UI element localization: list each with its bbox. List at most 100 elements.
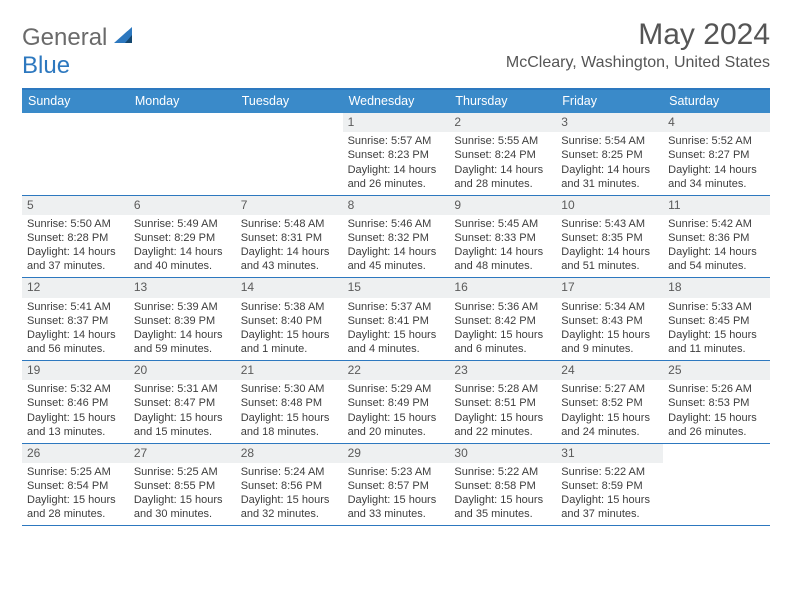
day-body: Sunrise: 5:52 AMSunset: 8:27 PMDaylight:… [663, 132, 770, 194]
daylight-line: Daylight: 14 hours and 45 minutes. [348, 245, 445, 273]
day-body: Sunrise: 5:31 AMSunset: 8:47 PMDaylight:… [129, 380, 236, 442]
sunset-line: Sunset: 8:35 PM [561, 231, 658, 245]
daylight-line: Daylight: 14 hours and 34 minutes. [668, 163, 765, 191]
sunset-line: Sunset: 8:29 PM [134, 231, 231, 245]
day-cell: 31Sunrise: 5:22 AMSunset: 8:59 PMDayligh… [556, 444, 663, 526]
day-number: 25 [663, 361, 770, 380]
sunset-line: Sunset: 8:40 PM [241, 314, 338, 328]
day-number: 9 [449, 196, 556, 215]
sunrise-line: Sunrise: 5:42 AM [668, 217, 765, 231]
sunrise-line: Sunrise: 5:48 AM [241, 217, 338, 231]
sunset-line: Sunset: 8:47 PM [134, 396, 231, 410]
day-number: 4 [663, 113, 770, 132]
day-body: Sunrise: 5:50 AMSunset: 8:28 PMDaylight:… [22, 215, 129, 277]
sunset-line: Sunset: 8:33 PM [454, 231, 551, 245]
day-number: 27 [129, 444, 236, 463]
logo-word-1: General [22, 24, 107, 51]
daylight-line: Daylight: 14 hours and 31 minutes. [561, 163, 658, 191]
day-body: Sunrise: 5:24 AMSunset: 8:56 PMDaylight:… [236, 463, 343, 525]
day-number: 31 [556, 444, 663, 463]
month-title: May 2024 [506, 18, 770, 52]
day-cell: 27Sunrise: 5:25 AMSunset: 8:55 PMDayligh… [129, 444, 236, 526]
daylight-line: Daylight: 15 hours and 33 minutes. [348, 493, 445, 521]
day-body: Sunrise: 5:42 AMSunset: 8:36 PMDaylight:… [663, 215, 770, 277]
sunset-line: Sunset: 8:52 PM [561, 396, 658, 410]
daylight-line: Daylight: 15 hours and 35 minutes. [454, 493, 551, 521]
sunrise-line: Sunrise: 5:52 AM [668, 134, 765, 148]
sunset-line: Sunset: 8:23 PM [348, 148, 445, 162]
day-body: Sunrise: 5:49 AMSunset: 8:29 PMDaylight:… [129, 215, 236, 277]
day-body: Sunrise: 5:25 AMSunset: 8:54 PMDaylight:… [22, 463, 129, 525]
logo: General Blue [22, 18, 136, 80]
day-body: Sunrise: 5:28 AMSunset: 8:51 PMDaylight:… [449, 380, 556, 442]
daylight-line: Daylight: 14 hours and 48 minutes. [454, 245, 551, 273]
day-number: 5 [22, 196, 129, 215]
daylight-line: Daylight: 15 hours and 13 minutes. [27, 411, 124, 439]
day-body: Sunrise: 5:39 AMSunset: 8:39 PMDaylight:… [129, 298, 236, 360]
day-number: 13 [129, 278, 236, 297]
daylight-line: Daylight: 15 hours and 28 minutes. [27, 493, 124, 521]
day-header: Thursday [449, 90, 556, 113]
day-cell: 15Sunrise: 5:37 AMSunset: 8:41 PMDayligh… [343, 278, 450, 360]
sunset-line: Sunset: 8:53 PM [668, 396, 765, 410]
sunrise-line: Sunrise: 5:43 AM [561, 217, 658, 231]
day-body: Sunrise: 5:22 AMSunset: 8:58 PMDaylight:… [449, 463, 556, 525]
day-number: 21 [236, 361, 343, 380]
day-number: 18 [663, 278, 770, 297]
daylight-line: Daylight: 14 hours and 54 minutes. [668, 245, 765, 273]
sunrise-line: Sunrise: 5:45 AM [454, 217, 551, 231]
daylight-line: Daylight: 15 hours and 37 minutes. [561, 493, 658, 521]
daylight-line: Daylight: 14 hours and 40 minutes. [134, 245, 231, 273]
daylight-line: Daylight: 15 hours and 22 minutes. [454, 411, 551, 439]
day-body: Sunrise: 5:37 AMSunset: 8:41 PMDaylight:… [343, 298, 450, 360]
day-body: Sunrise: 5:54 AMSunset: 8:25 PMDaylight:… [556, 132, 663, 194]
sunrise-line: Sunrise: 5:31 AM [134, 382, 231, 396]
daylight-line: Daylight: 14 hours and 26 minutes. [348, 163, 445, 191]
day-body: Sunrise: 5:43 AMSunset: 8:35 PMDaylight:… [556, 215, 663, 277]
day-header: Monday [129, 90, 236, 113]
day-cell: 3Sunrise: 5:54 AMSunset: 8:25 PMDaylight… [556, 113, 663, 195]
daylight-line: Daylight: 14 hours and 43 minutes. [241, 245, 338, 273]
day-header: Wednesday [343, 90, 450, 113]
sunrise-line: Sunrise: 5:33 AM [668, 300, 765, 314]
day-body: Sunrise: 5:22 AMSunset: 8:59 PMDaylight:… [556, 463, 663, 525]
sunset-line: Sunset: 8:48 PM [241, 396, 338, 410]
daylight-line: Daylight: 14 hours and 51 minutes. [561, 245, 658, 273]
sunset-line: Sunset: 8:42 PM [454, 314, 551, 328]
day-number: 16 [449, 278, 556, 297]
sunset-line: Sunset: 8:28 PM [27, 231, 124, 245]
daylight-line: Daylight: 15 hours and 9 minutes. [561, 328, 658, 356]
day-number: 6 [129, 196, 236, 215]
day-number: 3 [556, 113, 663, 132]
page: General Blue May 2024 McCleary, Washingt… [0, 0, 792, 526]
day-body: Sunrise: 5:45 AMSunset: 8:33 PMDaylight:… [449, 215, 556, 277]
day-cell: 9Sunrise: 5:45 AMSunset: 8:33 PMDaylight… [449, 196, 556, 278]
daylight-line: Daylight: 15 hours and 32 minutes. [241, 493, 338, 521]
day-cell: . [22, 113, 129, 195]
day-number: 29 [343, 444, 450, 463]
sunrise-line: Sunrise: 5:34 AM [561, 300, 658, 314]
day-cell: . [663, 444, 770, 526]
day-cell: 1Sunrise: 5:57 AMSunset: 8:23 PMDaylight… [343, 113, 450, 195]
sunset-line: Sunset: 8:56 PM [241, 479, 338, 493]
day-cell: 29Sunrise: 5:23 AMSunset: 8:57 PMDayligh… [343, 444, 450, 526]
day-cell: 26Sunrise: 5:25 AMSunset: 8:54 PMDayligh… [22, 444, 129, 526]
sunrise-line: Sunrise: 5:54 AM [561, 134, 658, 148]
calendar: Sunday Monday Tuesday Wednesday Thursday… [22, 88, 770, 526]
daylight-line: Daylight: 15 hours and 26 minutes. [668, 411, 765, 439]
day-cell: 22Sunrise: 5:29 AMSunset: 8:49 PMDayligh… [343, 361, 450, 443]
sunset-line: Sunset: 8:41 PM [348, 314, 445, 328]
day-body: Sunrise: 5:55 AMSunset: 8:24 PMDaylight:… [449, 132, 556, 194]
sunset-line: Sunset: 8:36 PM [668, 231, 765, 245]
day-cell: 7Sunrise: 5:48 AMSunset: 8:31 PMDaylight… [236, 196, 343, 278]
day-body: Sunrise: 5:38 AMSunset: 8:40 PMDaylight:… [236, 298, 343, 360]
day-cell: 17Sunrise: 5:34 AMSunset: 8:43 PMDayligh… [556, 278, 663, 360]
sunrise-line: Sunrise: 5:28 AM [454, 382, 551, 396]
day-cell: 16Sunrise: 5:36 AMSunset: 8:42 PMDayligh… [449, 278, 556, 360]
day-body: Sunrise: 5:41 AMSunset: 8:37 PMDaylight:… [22, 298, 129, 360]
daylight-line: Daylight: 15 hours and 18 minutes. [241, 411, 338, 439]
sunset-line: Sunset: 8:57 PM [348, 479, 445, 493]
daylight-line: Daylight: 15 hours and 6 minutes. [454, 328, 551, 356]
day-number: 10 [556, 196, 663, 215]
day-cell: . [129, 113, 236, 195]
